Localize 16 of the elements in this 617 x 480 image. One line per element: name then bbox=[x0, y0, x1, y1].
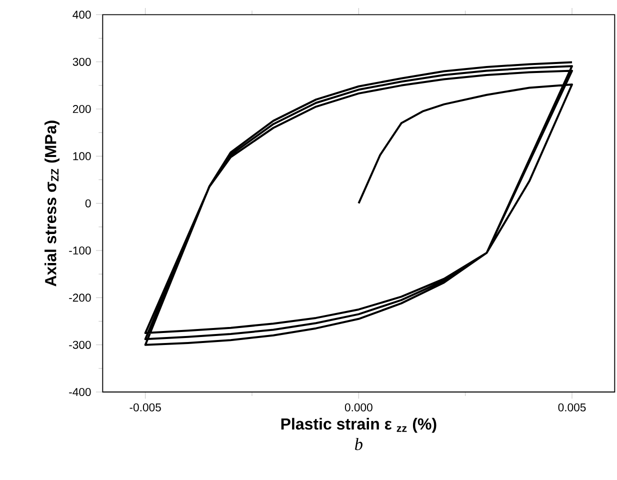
x-tick-label: 0.005 bbox=[558, 403, 586, 412]
y-tick-label: -200 bbox=[69, 294, 91, 302]
y-tick-label: -300 bbox=[69, 340, 91, 349]
x-axis-title: Plastic strain ε $_{zz}$ (%) bbox=[281, 418, 436, 433]
text: b bbox=[354, 438, 362, 450]
x-tick-label: -0.005 bbox=[130, 403, 161, 412]
y-tick-label: 0 bbox=[85, 199, 91, 208]
x-tick-label: 0.000 bbox=[344, 403, 372, 412]
y-tick-label: 100 bbox=[73, 152, 91, 160]
y-tick-label: -400 bbox=[69, 388, 91, 396]
y-tick-label: 200 bbox=[72, 105, 91, 114]
y-tick-label: -100 bbox=[69, 246, 91, 255]
y-axis-title: Axial stress σ$_{ZZ}$ (MPa) bbox=[44, 120, 60, 286]
y-tick-label: 400 bbox=[72, 10, 91, 19]
line-series bbox=[144, 61, 574, 346]
y-tick-label: 300 bbox=[72, 58, 91, 66]
